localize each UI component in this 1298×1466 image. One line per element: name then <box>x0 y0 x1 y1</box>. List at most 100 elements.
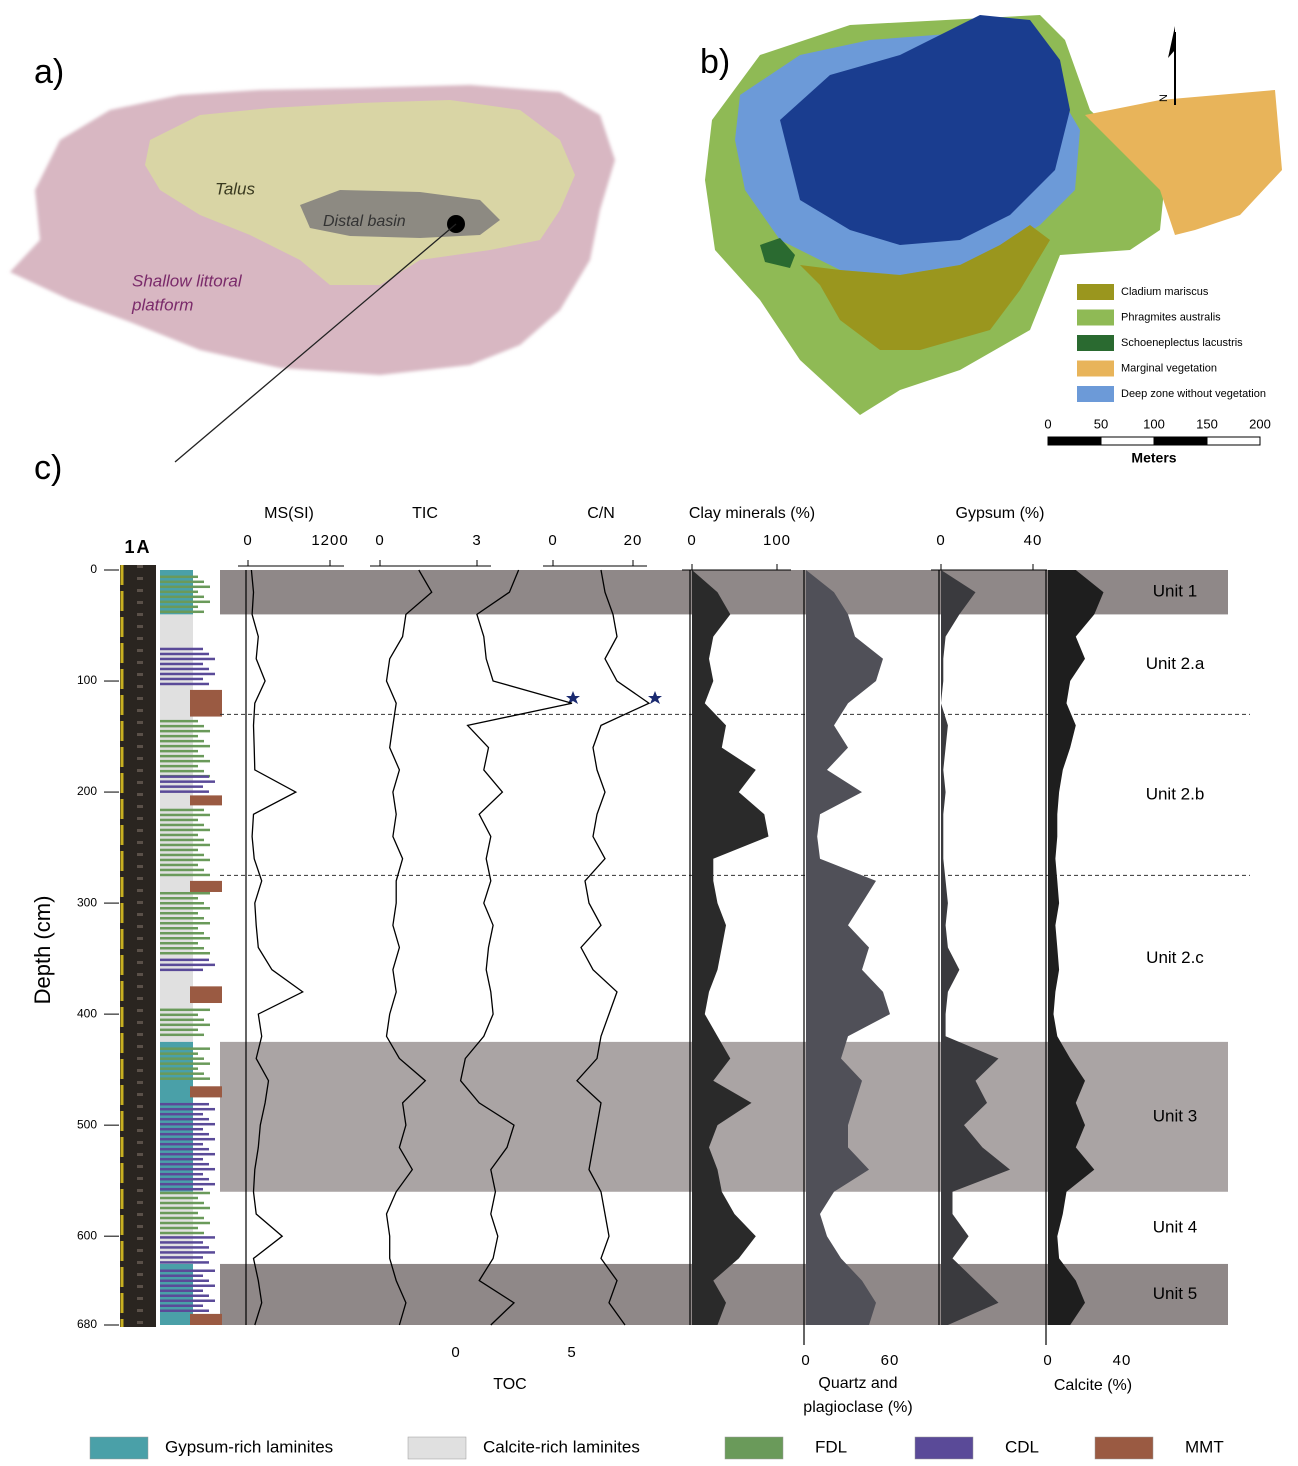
lithology-stripe <box>160 1177 209 1181</box>
legend-label: Phragmites australis <box>1121 311 1221 323</box>
x-tick-label: 60 <box>881 1352 900 1369</box>
lithology-stripe <box>160 1279 209 1282</box>
lithology-stripe <box>160 873 210 877</box>
scale-tick-label: 50 <box>1094 416 1108 431</box>
y-tick-label: 600 <box>77 1228 97 1242</box>
lithology-stripe <box>160 1067 198 1070</box>
lithology-stripe <box>160 1028 198 1032</box>
lithology-stripe <box>160 921 210 925</box>
lithology-stripe <box>160 1289 203 1292</box>
marginal-area <box>1085 90 1282 235</box>
north-arrow-head <box>1168 26 1175 58</box>
cladium-area <box>800 225 1050 350</box>
lithology-stripe <box>160 823 204 827</box>
lithology-stripe <box>160 600 210 604</box>
core-pointer <box>174 223 457 463</box>
lithology-stripe <box>160 1062 210 1065</box>
scale-segment <box>1100 436 1155 446</box>
series-title: Gypsum (%) <box>956 505 1045 522</box>
lithology-stripe <box>160 1162 209 1166</box>
platform-label: platform <box>131 295 193 314</box>
lithology-stripe <box>160 1052 198 1055</box>
lithology-stripe <box>160 1241 203 1244</box>
lithology-stripe <box>160 1304 203 1307</box>
series-title: TOC <box>493 1376 526 1393</box>
lithology-interval <box>190 795 222 806</box>
lithology-interval <box>190 689 222 717</box>
lithology-stripe <box>160 1231 204 1235</box>
lithology-stripe <box>160 1167 215 1171</box>
lithology-stripe <box>160 901 204 905</box>
panel-a-map <box>10 85 615 463</box>
lithology-stripe <box>160 780 215 783</box>
panel-c-label: c) <box>34 449 62 487</box>
y-tick-label: 0 <box>90 562 97 576</box>
lithology-stripe <box>160 1182 215 1186</box>
x-tick-label: 0 <box>801 1352 810 1369</box>
lithology-stripe <box>160 754 204 758</box>
lithology-stripe <box>160 575 198 579</box>
lithology-stripe <box>160 1023 210 1027</box>
series-title: Clay minerals (%) <box>689 505 815 522</box>
lithology-stripe <box>160 595 204 599</box>
lithology-stripe <box>160 1201 204 1205</box>
y-tick-label: 300 <box>77 895 97 909</box>
legend-label: Schoeneplectus lacustris <box>1121 337 1243 349</box>
x-tick-label: 0 <box>548 532 557 549</box>
lithology-interval <box>190 986 222 1004</box>
lithology-stripe <box>160 838 204 842</box>
lithology-stripe <box>160 828 210 832</box>
scale-segment <box>1206 436 1261 446</box>
lithology-stripe <box>160 863 198 867</box>
lithology-stripe <box>160 1147 209 1151</box>
lithology-stripe <box>160 1033 204 1037</box>
y-tick-label: 100 <box>77 673 97 687</box>
lithology-interval <box>160 1041 193 1192</box>
series-area <box>941 570 1010 1325</box>
lithology-stripe <box>160 724 204 728</box>
unit-label: Unit 1 <box>1153 582 1197 601</box>
scale-tick-label: 200 <box>1249 416 1271 431</box>
lithology-stripe <box>160 1246 209 1249</box>
lithology-stripe <box>160 677 203 681</box>
unit-label: Unit 4 <box>1153 1217 1197 1236</box>
lithology-stripe <box>160 769 204 773</box>
series-title: MS(SI) <box>264 505 314 522</box>
legend-swatch <box>1077 309 1114 326</box>
lithology-stripe <box>160 896 198 900</box>
lithology-stripe <box>160 1152 215 1156</box>
lithology-stripe <box>160 941 198 945</box>
lithology-stripe <box>160 1172 203 1176</box>
north-label: N <box>1158 94 1170 102</box>
lithology-stripe <box>160 775 209 778</box>
y-tick-label: 500 <box>77 1117 97 1131</box>
lithology-interval <box>190 1086 222 1098</box>
lithology-stripe <box>160 951 210 955</box>
x-tick-label: 100 <box>763 532 791 549</box>
lithology-stripe <box>160 891 210 895</box>
series-title: plagioclase (%) <box>803 1399 912 1416</box>
lithology-stripe <box>160 853 204 857</box>
lithology-stripe <box>160 818 198 822</box>
facies-swatch <box>1094 1436 1154 1460</box>
facies-label: Gypsum-rich laminites <box>165 1437 333 1456</box>
x-tick-label: 20 <box>624 532 643 549</box>
lithology-interval <box>160 1263 193 1325</box>
lithology-stripe <box>160 848 198 852</box>
lithology-stripe <box>160 843 210 847</box>
series-line <box>385 569 433 1326</box>
legend-label: Deep zone without vegetation <box>1121 388 1266 400</box>
lithology-stripe <box>160 590 198 594</box>
lithology-stripe <box>160 1122 215 1126</box>
lithology-stripe <box>160 1057 204 1060</box>
lithology-stripe <box>160 808 204 812</box>
scale-segment <box>1153 436 1208 446</box>
facies-label: CDL <box>1005 1437 1039 1456</box>
lithology-stripe <box>160 662 203 666</box>
facies-swatch <box>914 1436 974 1460</box>
lithology-stripe <box>160 1072 204 1075</box>
lithology-stripe <box>160 1196 198 1200</box>
legend-label: Cladium mariscus <box>1121 286 1209 298</box>
lithology-stripe <box>160 1142 203 1146</box>
